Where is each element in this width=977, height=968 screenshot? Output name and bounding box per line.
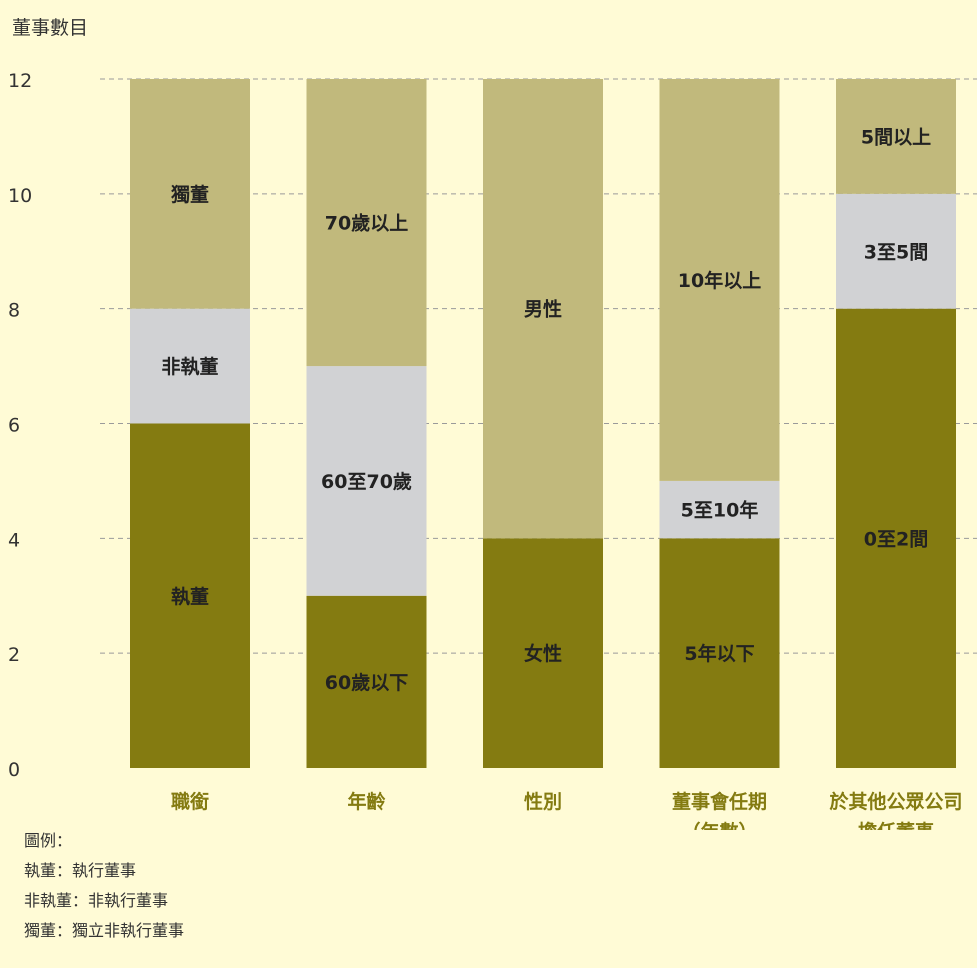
bar-segment-label: 男性 <box>524 298 562 321</box>
bar-segment-label: 5至10年 <box>681 499 759 522</box>
y-tick-label: 10 <box>8 185 32 207</box>
bar-segment <box>836 79 956 194</box>
x-category-label: 職銜 <box>171 790 209 813</box>
legend-item-executive: 執董：執行董事 <box>24 861 137 880</box>
bar-segment-label: 執董 <box>171 585 209 608</box>
bar-segment <box>836 193 956 309</box>
bar-segment <box>130 423 250 768</box>
bar-segment-label: 女性 <box>524 642 562 665</box>
bar-segment <box>483 79 603 539</box>
y-tick-label: 2 <box>8 644 20 666</box>
legend-item-independent: 獨董：獨立非執行董事 <box>24 921 185 940</box>
y-tick-label: 0 <box>8 759 20 781</box>
bar-segment-label: 非執董 <box>161 355 218 378</box>
x-category-label: （年數） <box>681 820 757 830</box>
x-category-label: 董事會任期 <box>672 790 767 813</box>
bar-segment <box>483 538 603 768</box>
bar-segment-label: 3至5間 <box>864 241 928 263</box>
bar-segment-label: 0至2間 <box>864 528 928 550</box>
x-category-label: 性別 <box>524 790 562 813</box>
x-category-label: 於其他公眾公司 <box>829 790 962 813</box>
y-axis-title: 董事數目 <box>12 17 88 39</box>
bar-segment-label: 10年以上 <box>678 269 761 292</box>
y-tick-label: 12 <box>8 70 32 92</box>
legend-title: 圖例： <box>24 831 73 850</box>
bar-segment <box>836 308 956 768</box>
bar-segment <box>659 538 780 768</box>
bar-segment <box>130 308 250 424</box>
bar-segment <box>306 366 427 596</box>
bar-segment <box>306 595 427 768</box>
bar-segment-label: 60歲以下 <box>325 671 408 694</box>
bar-segment-label: 5年以下 <box>684 642 754 665</box>
x-category-label: 年齡 <box>347 790 385 813</box>
bar-segment-label: 70歲以上 <box>325 212 408 235</box>
y-tick-label: 4 <box>8 529 20 551</box>
bar-segment <box>306 79 427 367</box>
bar-segment <box>659 79 780 481</box>
x-category-label: 擔任董事 <box>858 820 934 830</box>
y-tick-label: 6 <box>8 415 20 437</box>
bar-segment <box>659 480 780 539</box>
bar-segment-label: 60至70歲 <box>321 470 412 493</box>
bar-segment-label: 獨董 <box>170 183 209 206</box>
legend-item-non-executive: 非執董：非執行董事 <box>24 891 169 910</box>
y-tick-label: 8 <box>8 300 20 322</box>
legend: 圖例： 執董：執行董事 非執董：非執行董事 獨董：獨立非執行董事 <box>24 826 184 946</box>
bar-segment-label: 5間以上 <box>861 126 931 148</box>
bar-segment <box>130 79 250 309</box>
